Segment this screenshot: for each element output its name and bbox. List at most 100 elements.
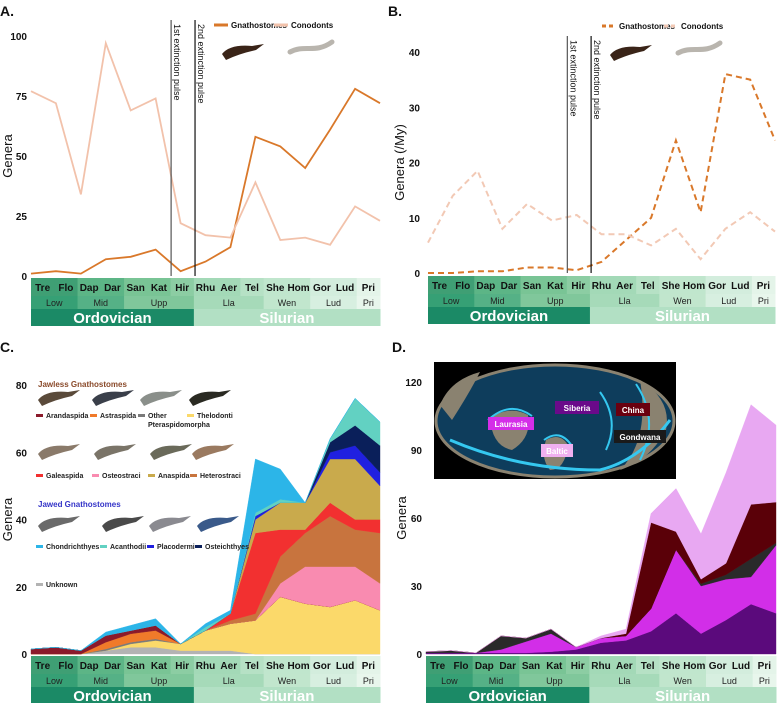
map-label-box xyxy=(614,430,666,443)
taxon-illustration xyxy=(149,516,191,532)
legend-label: Conodonts xyxy=(681,22,724,31)
period-label: Silurian xyxy=(655,688,710,703)
legend-label: Unknown xyxy=(46,582,78,589)
y-axis-label: Genera xyxy=(0,134,15,178)
stage-label: Tel xyxy=(641,661,655,672)
map-label-baltic: Baltic xyxy=(546,447,568,456)
stage-cell xyxy=(31,656,55,674)
y-tick-label: 0 xyxy=(414,269,420,280)
y-tick-label: 80 xyxy=(16,381,28,392)
stage-label: San xyxy=(523,281,541,292)
stage-cell xyxy=(333,656,358,674)
series-cell xyxy=(193,296,265,309)
stage-label: Hir xyxy=(175,283,189,294)
series-cell xyxy=(124,296,195,309)
stage-label: Pri xyxy=(362,283,376,294)
stage-label: Tre xyxy=(432,281,447,292)
series-label: Upp xyxy=(547,296,564,306)
stage-cell xyxy=(54,278,79,296)
y-tick-label: 40 xyxy=(409,48,421,59)
paleogeographic-map: Laurasia Siberia Baltic China Gondwana xyxy=(434,362,676,479)
panel-label: C. xyxy=(0,339,14,355)
stage-cell xyxy=(472,656,497,674)
stage-cell xyxy=(147,656,172,674)
legend-label: Placodermi xyxy=(157,544,195,551)
y-tick-label: 25 xyxy=(16,212,28,223)
series-label: Lud xyxy=(722,676,737,686)
legend-label: Heterostraci xyxy=(200,473,241,480)
stage-label: Flo xyxy=(455,281,470,292)
taxon-illustration xyxy=(38,390,80,406)
series-cell xyxy=(589,674,660,687)
stage-cell xyxy=(310,656,334,674)
legend-label-line: Pteraspidomorpha xyxy=(148,422,210,429)
stage-cell xyxy=(240,278,265,296)
y-tick-label: 60 xyxy=(16,448,28,459)
period-label: Ordovician xyxy=(73,310,151,327)
stage-cell xyxy=(124,656,148,674)
y-tick-label: 20 xyxy=(16,583,28,594)
stage-label: She xyxy=(662,281,681,292)
stage-cell xyxy=(217,278,241,296)
legend-label: Osteostraci xyxy=(102,473,141,480)
legend-swatch xyxy=(36,583,43,586)
legend-swatch xyxy=(138,414,145,417)
series-label: Upp xyxy=(151,298,168,308)
series-label: Lud xyxy=(326,676,341,686)
y-tick-label: 75 xyxy=(16,92,28,103)
series-label: Pri xyxy=(363,676,374,686)
stage-label: Hom xyxy=(683,661,705,672)
map-label-gondwana: Gondwana xyxy=(620,433,661,442)
panel-d: D. 0 30 60 90 120 Genera Tre Flo Dap Dar San Kat Hir R… xyxy=(392,339,777,703)
stage-cell xyxy=(31,278,55,296)
series-label: Low xyxy=(46,298,63,308)
stage-label: Hir xyxy=(175,661,189,672)
stage-label: San xyxy=(522,661,540,672)
taxon-illustration xyxy=(189,390,231,406)
stage-cell xyxy=(728,276,753,294)
y-tick-label: 20 xyxy=(409,159,421,170)
stage-label: Hom xyxy=(287,283,309,294)
stage-label: Hom xyxy=(287,661,309,672)
y-tick-label: 40 xyxy=(16,516,28,527)
stage-cell xyxy=(77,278,102,296)
stage-cell xyxy=(263,278,288,296)
stage-label: Lud xyxy=(731,281,749,292)
shelf-margin xyxy=(487,383,650,461)
series-label: Lla xyxy=(223,298,235,308)
series-label: Lud xyxy=(326,298,341,308)
stage-cell xyxy=(751,276,776,294)
series-label: Wen xyxy=(278,676,296,686)
y-tick-label: 50 xyxy=(16,152,28,163)
legend-swatch xyxy=(36,474,43,477)
gnathostome-illustration xyxy=(610,45,652,61)
period-cell xyxy=(428,307,591,324)
conodont-illustration xyxy=(287,39,335,55)
stage-label: Tel xyxy=(245,283,259,294)
stage-label: Dap xyxy=(475,661,494,672)
legend-swatch xyxy=(190,474,197,477)
y-tick-label: 0 xyxy=(21,650,27,661)
shelf-margin xyxy=(449,419,672,472)
series-cell xyxy=(31,674,79,687)
stage-label: Pri xyxy=(758,661,772,672)
stage-cell xyxy=(428,276,452,294)
series-label: Low xyxy=(441,676,458,686)
legend-swatch xyxy=(148,474,155,477)
series-label: Mid xyxy=(489,676,504,686)
series-label: Mid xyxy=(490,296,505,306)
stage-cell xyxy=(496,656,520,674)
stage-label: Dar xyxy=(499,661,516,672)
stage-cell xyxy=(589,276,614,294)
stage-label: Rhu xyxy=(196,283,215,294)
extinction-pulse-label: 1st extinction pulse xyxy=(172,24,182,101)
series-cell xyxy=(474,294,522,307)
stage-label: Hir xyxy=(571,661,585,672)
series-cell xyxy=(659,294,707,307)
stage-label: Tre xyxy=(35,661,50,672)
stage-label: Aer xyxy=(220,661,237,672)
series-cell xyxy=(124,674,195,687)
stage-cell xyxy=(706,656,730,674)
stage-cell xyxy=(356,278,381,296)
panel-label: D. xyxy=(392,339,406,355)
